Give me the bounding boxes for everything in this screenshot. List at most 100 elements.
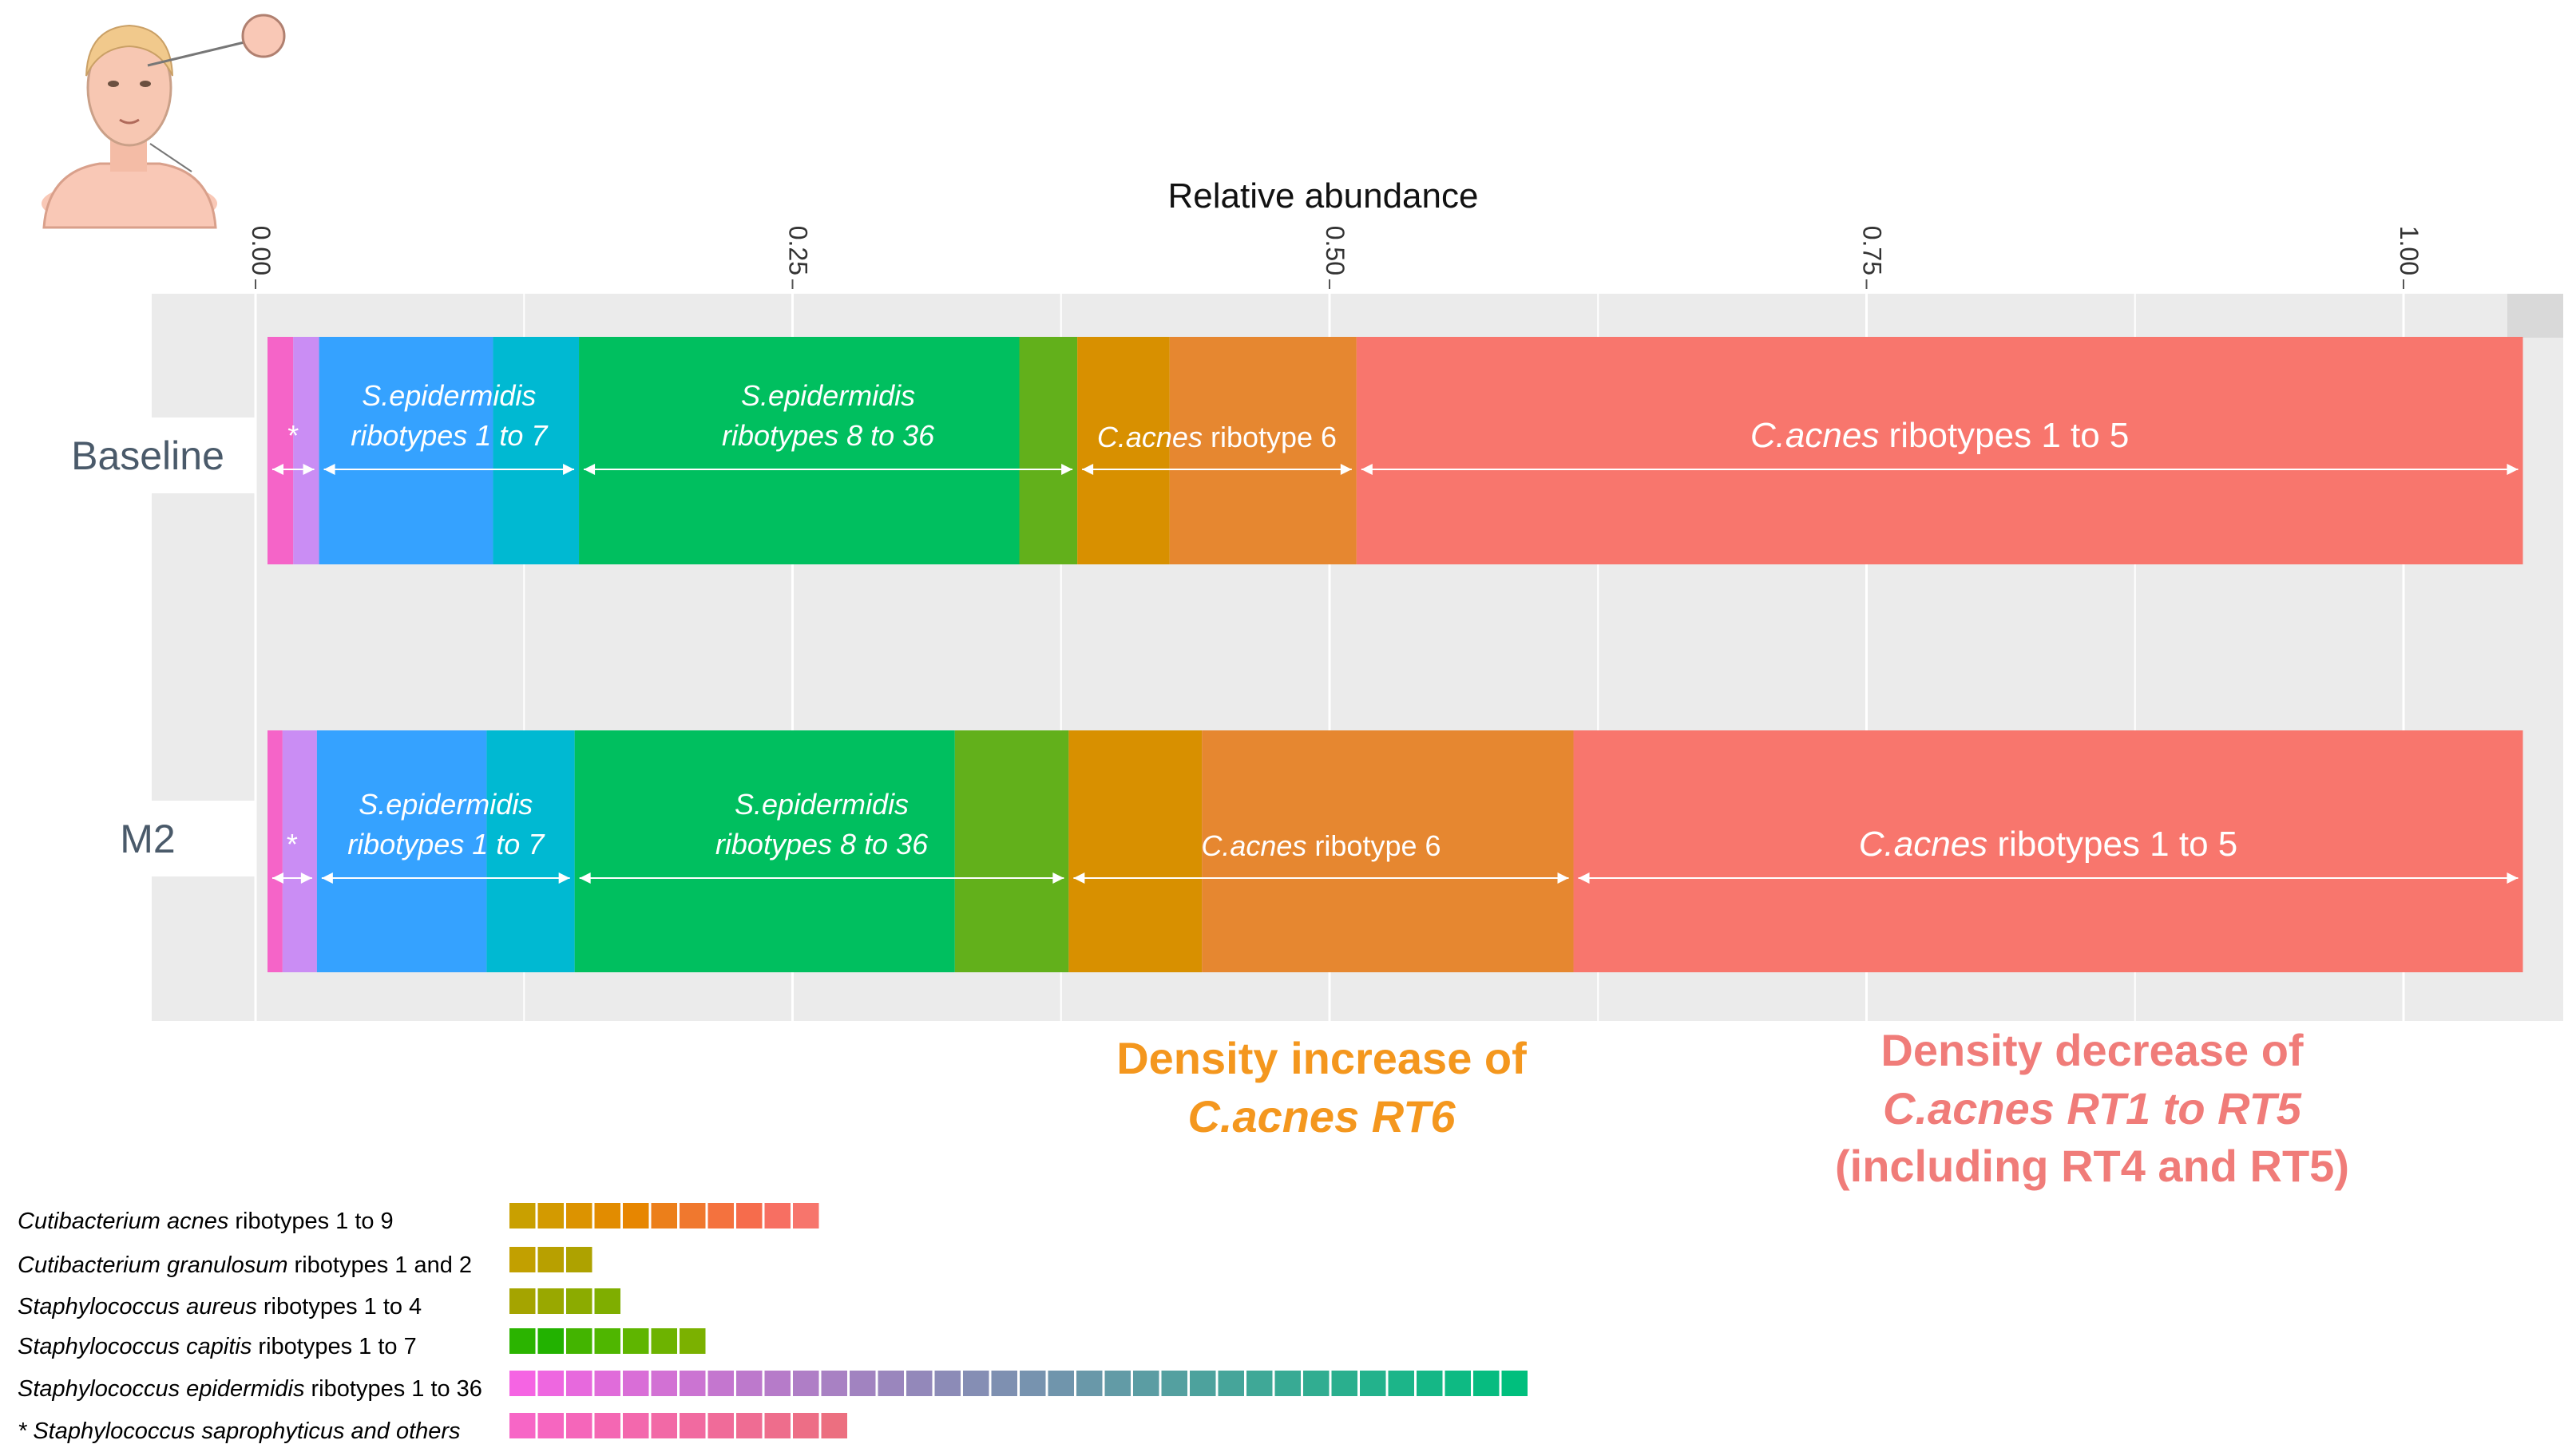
- annotation-label: S.epidermidis: [362, 379, 536, 412]
- arrow-head-right: [1557, 872, 1569, 884]
- bar-segment: [486, 730, 575, 972]
- x-tick-label: 0.50: [1321, 226, 1349, 275]
- legend-swatch: [764, 1413, 791, 1438]
- legend: Cutibacterium acnes ribotypes 1 to 9 Cuti…: [18, 1203, 1528, 1444]
- legend-swatch: [707, 1413, 734, 1438]
- legend-swatch: [680, 1371, 706, 1396]
- legend-swatch: [623, 1413, 649, 1438]
- arrow-head-left: [272, 464, 283, 475]
- legend-label: Cutibacterium acnes ribotypes 1 to 9: [18, 1209, 394, 1234]
- bar-segment: [1573, 730, 2523, 972]
- legend-swatch: [707, 1371, 734, 1396]
- legend-label: Staphylococcus epidermidis ribotypes 1 t…: [18, 1376, 482, 1402]
- bar-segment: [1068, 730, 1203, 972]
- legend-swatch: [623, 1203, 649, 1228]
- legend-swatch: [623, 1371, 649, 1396]
- legend-swatch: [566, 1413, 592, 1438]
- annotation-label: C.acnes ribotypes 1 to 5: [1859, 825, 2238, 864]
- legend-swatch: [736, 1203, 763, 1228]
- legend-swatch: [1417, 1371, 1443, 1396]
- legend-swatch: [537, 1203, 564, 1228]
- arrow-head-right: [1061, 464, 1073, 475]
- arrow-head-right: [2507, 464, 2518, 475]
- arrow-head-left: [579, 872, 591, 884]
- legend-swatch: [651, 1203, 677, 1228]
- legend-swatch: [594, 1288, 620, 1314]
- legend-swatch: [1020, 1371, 1046, 1396]
- bar-segment: [574, 730, 955, 972]
- x-axis-title: Relative abundance: [1168, 176, 1479, 216]
- legend-swatch: [793, 1413, 819, 1438]
- arrow-head-right: [563, 464, 575, 475]
- legend-swatch: [793, 1371, 819, 1396]
- legend-swatch: [1501, 1371, 1528, 1396]
- arrow-head-left: [323, 464, 335, 475]
- bar-segment: [319, 337, 493, 564]
- legend-swatch: [566, 1371, 592, 1396]
- annotation-label: *: [287, 828, 298, 861]
- arrow-head-right: [2507, 872, 2518, 884]
- category-label: M2: [120, 817, 175, 861]
- face-illustration-icon: [42, 14, 286, 229]
- legend-swatch: [1331, 1371, 1357, 1396]
- legend-swatch: [1388, 1371, 1414, 1396]
- legend-swatch: [537, 1371, 564, 1396]
- legend-swatch: [1246, 1371, 1273, 1396]
- legend-swatch: [707, 1203, 734, 1228]
- legend-swatch: [1218, 1371, 1244, 1396]
- arrow-head-left: [1361, 464, 1373, 475]
- bar-segment: [1019, 337, 1078, 564]
- bar-segment: [579, 337, 1020, 564]
- legend-swatch: [963, 1371, 989, 1396]
- bar-segment: [316, 730, 487, 972]
- legend-swatch: [537, 1413, 564, 1438]
- x-tick-label: 0.25: [784, 226, 813, 275]
- legend-swatch: [1360, 1371, 1386, 1396]
- category-label-bg: [16, 801, 256, 876]
- legend-swatch: [934, 1371, 961, 1396]
- callout-decrease-line1: Density decrease of: [1880, 1025, 2303, 1075]
- legend-swatch: [651, 1328, 677, 1354]
- legend-swatch: [594, 1203, 620, 1228]
- x-axis: Relative abundance 0.00 0.25 0.50 0.75 1.00: [247, 176, 2423, 289]
- arrow-head-left: [272, 872, 283, 884]
- arrow-head-right: [558, 872, 570, 884]
- arrow-head-right: [303, 464, 315, 475]
- legend-swatch: [1048, 1371, 1074, 1396]
- legend-swatch: [509, 1247, 536, 1272]
- annotation-label: C.acnes ribotypes 1 to 5: [1750, 416, 2130, 455]
- legend-swatch: [1104, 1371, 1131, 1396]
- legend-swatch: [1473, 1371, 1500, 1396]
- legend-swatch: [736, 1413, 763, 1438]
- annotation-label-line2: ribotypes 8 to 36: [722, 419, 935, 452]
- legend-swatch: [537, 1247, 564, 1272]
- annotation-label: *: [287, 419, 299, 452]
- legend-swatch: [680, 1328, 706, 1354]
- legend-swatch: [1190, 1371, 1216, 1396]
- legend-swatch: [1076, 1371, 1103, 1396]
- arrow-head-right: [300, 872, 312, 884]
- bar-segment: [282, 730, 317, 972]
- legend-swatch: [509, 1203, 536, 1228]
- annotation-label: S.epidermidis: [741, 379, 915, 412]
- arrow-head-left: [1082, 464, 1094, 475]
- legend-swatch: [1445, 1371, 1471, 1396]
- bar-segment: [1356, 337, 2523, 564]
- bar-segment: [293, 337, 319, 564]
- legend-swatch: [566, 1247, 592, 1272]
- arrow-head-right: [1052, 872, 1064, 884]
- legend-swatch: [509, 1288, 536, 1314]
- annotation-label: S.epidermidis: [359, 788, 533, 821]
- bar-segment: [268, 337, 294, 564]
- legend-swatch: [680, 1203, 706, 1228]
- legend-swatch: [764, 1203, 791, 1228]
- callouts: Density increase of C.acnes RT6 Density de…: [1116, 1025, 2349, 1191]
- legend-swatch: [821, 1371, 847, 1396]
- legend-swatch: [736, 1371, 763, 1396]
- panel-m2: M2 * S.epidermidis ribotypes 1 to 7 S.epider…: [16, 730, 2523, 972]
- legend-swatch: [566, 1328, 592, 1354]
- legend-swatch: [793, 1203, 819, 1228]
- arrow-head-left: [1073, 872, 1085, 884]
- callout-decrease-line3: (including RT4 and RT5): [1835, 1141, 2349, 1191]
